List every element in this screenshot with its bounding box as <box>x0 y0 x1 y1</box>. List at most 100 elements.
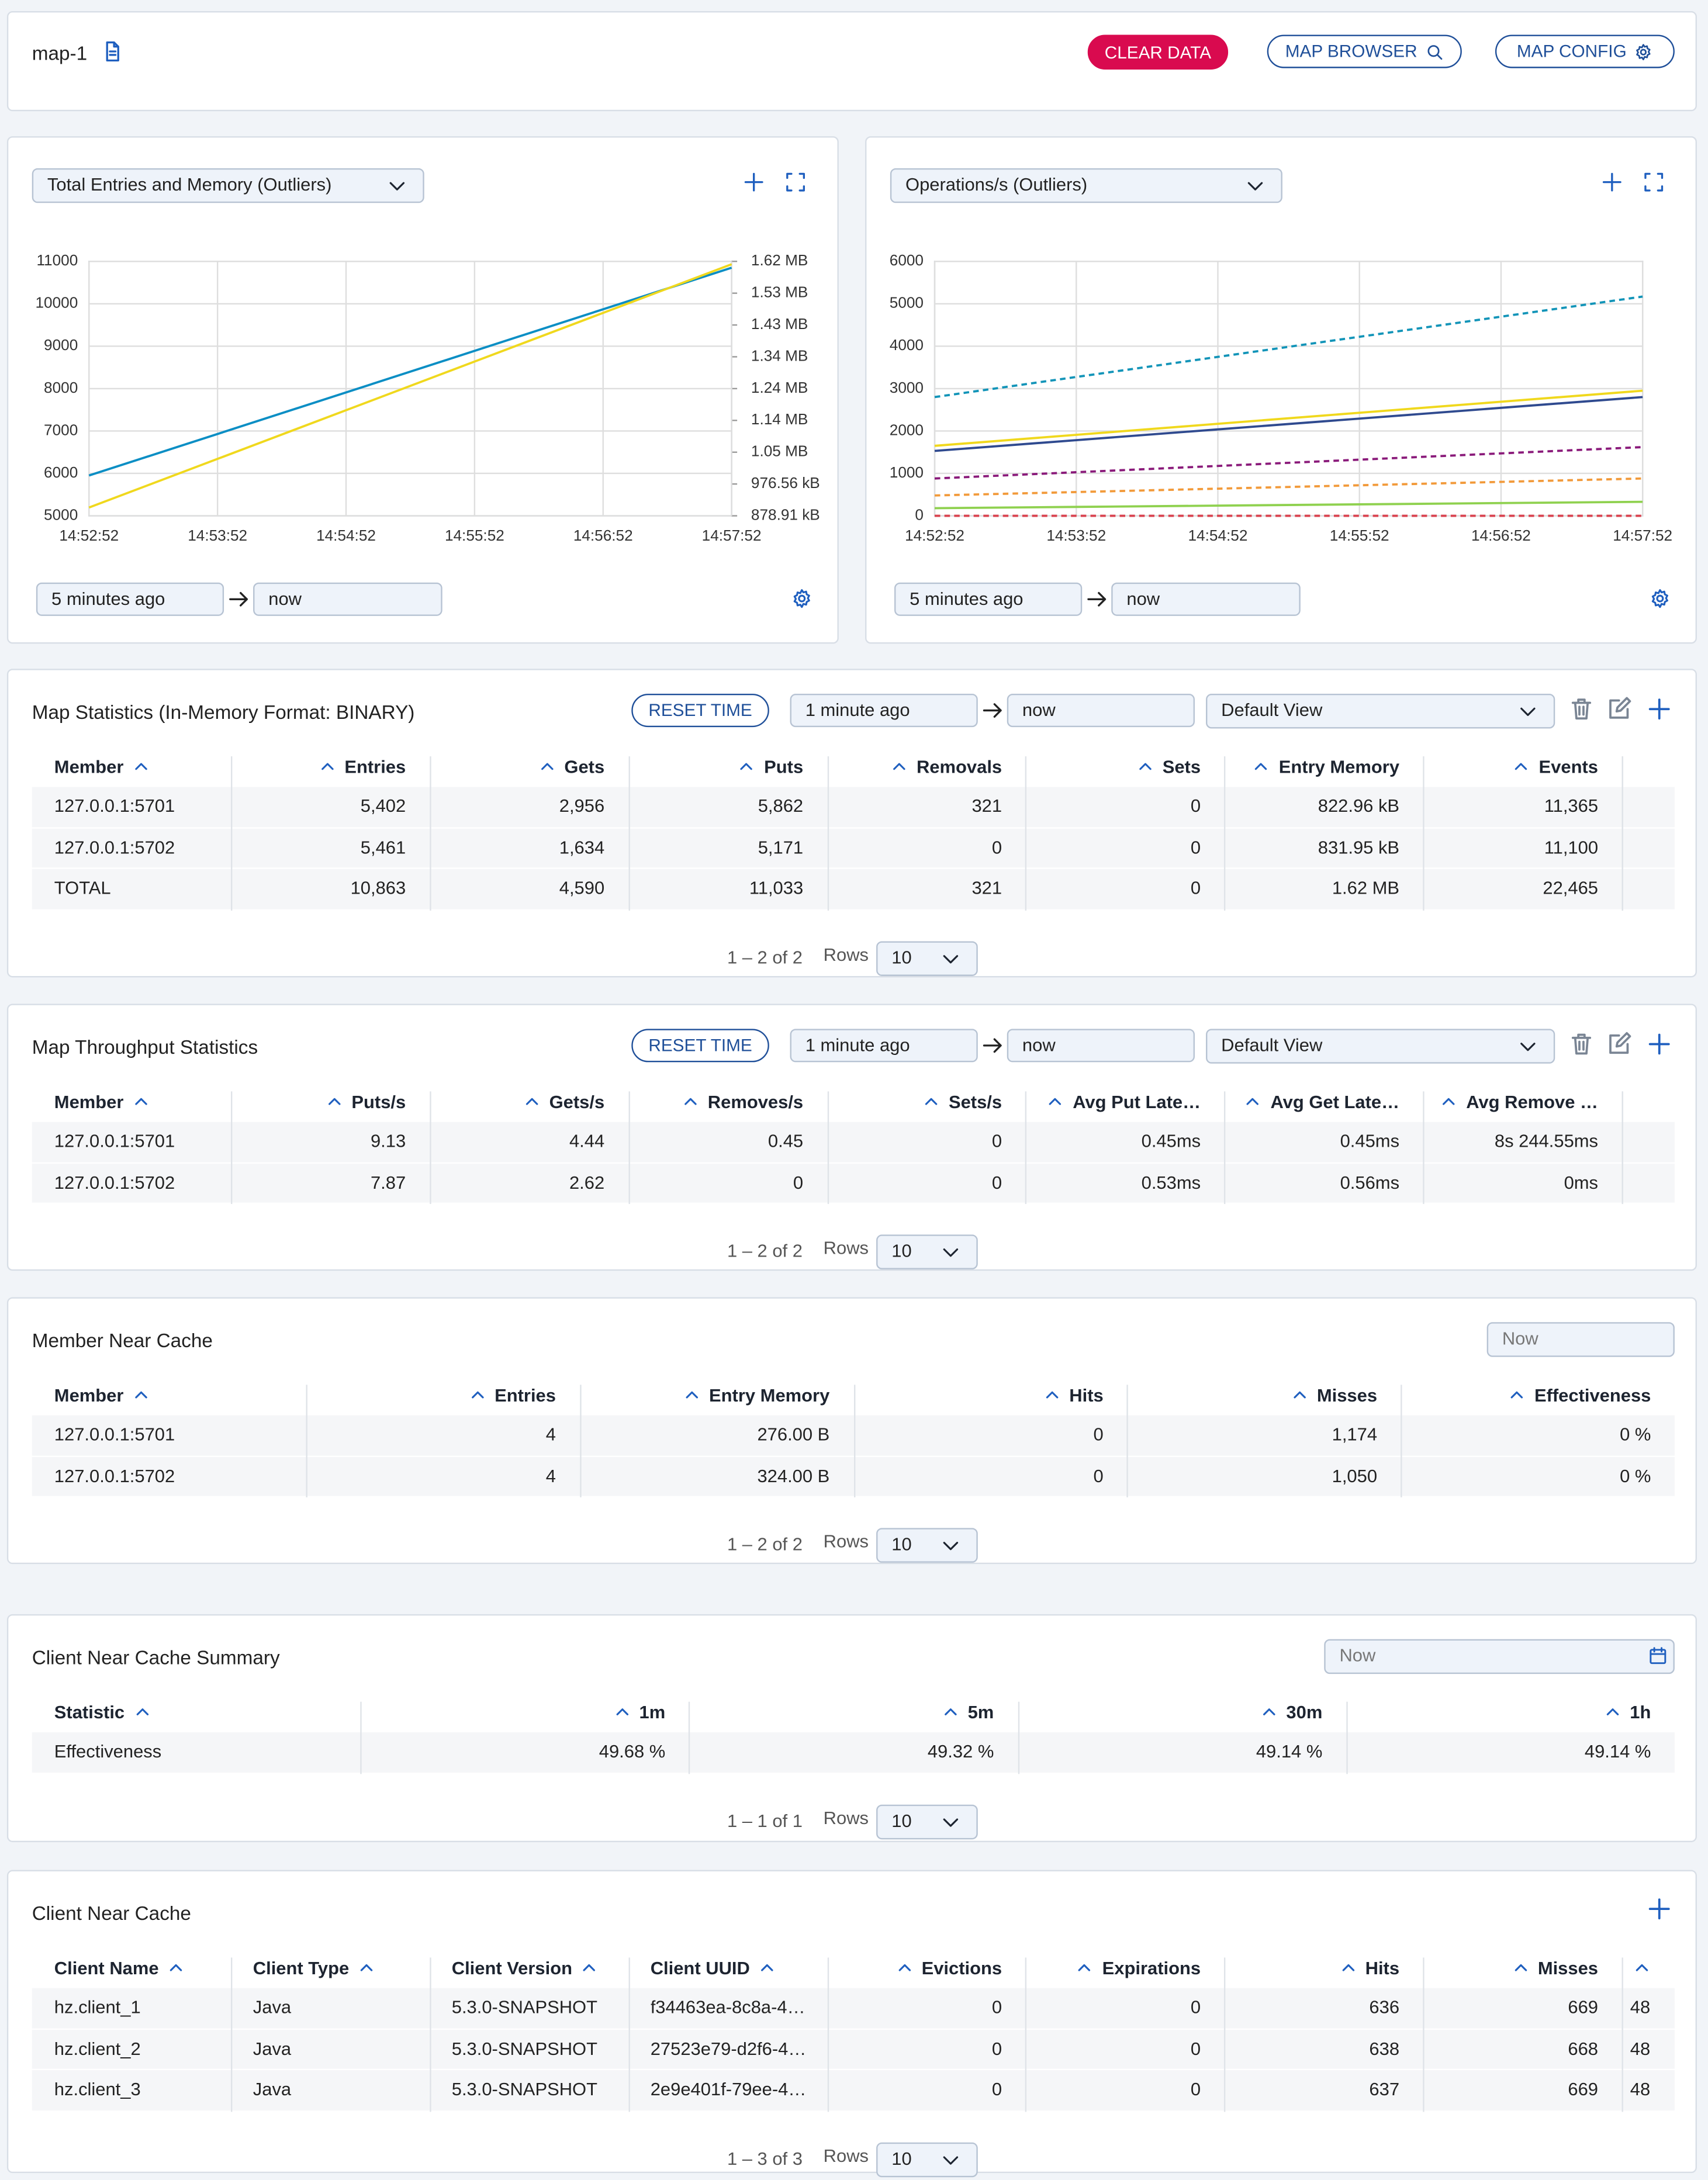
column-header[interactable]: Expirations <box>1034 1950 1201 1984</box>
page-size-select[interactable]: 10 <box>876 1528 978 1563</box>
sort-icon <box>170 1963 182 1971</box>
fullscreen-icon[interactable] <box>1643 171 1665 193</box>
view-select[interactable]: Default View <box>1206 694 1555 729</box>
reset-time-button-label: RESET TIME <box>648 700 752 721</box>
column-header[interactable]: Client UUID <box>651 1950 819 1984</box>
add-chart-icon[interactable] <box>1601 171 1623 193</box>
map-name: map-1 <box>32 41 88 64</box>
column-header[interactable]: Puts/s <box>239 1084 406 1117</box>
column-header[interactable]: 1h <box>1354 1695 1651 1728</box>
column-header[interactable]: Member <box>54 1084 223 1117</box>
table-panel: Map Throughput Statistics RESET TIME 1 min… <box>6 1004 1697 1271</box>
column-header[interactable]: Sets <box>1034 749 1201 783</box>
column-header[interactable]: Entries <box>314 1378 556 1411</box>
table-cell: 2.62 <box>569 1171 605 1192</box>
y2-tick-label: 1.53 MB <box>751 283 808 301</box>
table-cell: 831.95 kB <box>1318 836 1400 857</box>
table-cell: 127.0.0.1:5702 <box>54 1465 175 1486</box>
chart-metric-select[interactable]: Total Entries and Memory (Outliers) <box>32 168 424 203</box>
time-from-input[interactable]: 5 minutes ago <box>36 582 224 616</box>
column-header[interactable]: Hits <box>862 1378 1104 1411</box>
column-header[interactable]: Entries <box>239 749 406 783</box>
table-cell: 0.53ms <box>1141 1171 1201 1192</box>
chart-settings-icon[interactable] <box>791 588 812 609</box>
time-to-input[interactable]: now <box>253 582 442 616</box>
column-header[interactable]: Misses <box>1432 1950 1598 1984</box>
reset-time-button[interactable]: RESET TIME <box>631 1029 769 1063</box>
time-from-input[interactable]: 5 minutes ago <box>894 582 1083 616</box>
page-size-select[interactable]: 10 <box>876 1804 978 1839</box>
column-label: Avg Get Late… <box>1270 1091 1400 1112</box>
view-select[interactable]: Default View <box>1206 1029 1555 1064</box>
sort-icon <box>761 1963 773 1971</box>
delete-view-icon[interactable] <box>1569 697 1594 722</box>
fullscreen-icon[interactable] <box>784 171 807 193</box>
add-column-icon[interactable] <box>1647 1897 1672 1922</box>
table-cell: 49.32 % <box>927 1740 994 1762</box>
page-size-select[interactable]: 10 <box>876 940 978 975</box>
column-header[interactable]: Sets/s <box>835 1084 1002 1117</box>
map-browser-button[interactable]: MAP BROWSER <box>1267 34 1462 68</box>
column-separator <box>827 1091 828 1205</box>
column-header[interactable]: Evictions <box>835 1950 1002 1984</box>
column-header[interactable]: Effectiveness <box>1409 1378 1651 1411</box>
column-header[interactable]: 30m <box>1026 1695 1322 1728</box>
column-header[interactable]: Hits <box>1233 1950 1399 1984</box>
range-arrow <box>983 703 1002 718</box>
sort-icon <box>134 1097 147 1105</box>
column-header[interactable]: Puts <box>637 749 803 783</box>
column-header[interactable]: Avg Put Late… <box>1034 1084 1201 1117</box>
page-size-select[interactable]: 10 <box>876 1234 978 1269</box>
column-header[interactable]: Member <box>54 1378 298 1411</box>
column-header[interactable]: Statistic <box>54 1695 352 1728</box>
column-separator <box>1346 1701 1348 1774</box>
table-cell: 0 <box>991 2078 1002 2100</box>
table-cell: 0 <box>1190 795 1201 816</box>
column-header[interactable]: Client Name <box>54 1950 223 1984</box>
column-header[interactable]: Avg Get Late… <box>1233 1084 1399 1117</box>
column-header[interactable]: Member <box>54 749 223 783</box>
table-title: Client Near Cache Summary <box>32 1646 280 1669</box>
column-header[interactable]: Avg Remove … <box>1432 1084 1598 1117</box>
table-cell: 0 <box>1190 836 1201 857</box>
rows-label: Rows <box>823 943 869 964</box>
reset-time-button[interactable]: RESET TIME <box>631 694 769 728</box>
page-size-select[interactable]: 10 <box>876 2141 978 2177</box>
add-view-icon[interactable] <box>1647 1032 1672 1057</box>
chart-settings-icon[interactable] <box>1650 588 1671 609</box>
time-to-input[interactable]: now <box>1007 1029 1195 1063</box>
column-header[interactable]: Entry Memory <box>588 1378 829 1411</box>
column-header[interactable]: 1m <box>369 1695 665 1728</box>
chart-metric-select[interactable]: Operations/s (Outliers) <box>890 168 1282 203</box>
series-line <box>934 389 1643 447</box>
column-header[interactable]: Misses <box>1135 1378 1377 1411</box>
column-header[interactable]: Removes/s <box>637 1084 803 1117</box>
sort-icon <box>1263 1707 1275 1715</box>
column-header[interactable]: Entry Memory <box>1233 749 1399 783</box>
column-header[interactable]: Client Type <box>253 1950 421 1984</box>
column-header[interactable]: Gets/s <box>438 1084 604 1117</box>
column-header[interactable]: Client Version <box>452 1950 620 1984</box>
column-header[interactable] <box>1630 1950 1651 1984</box>
table-cell: 48. <box>1630 1996 1651 2018</box>
add-chart-icon[interactable] <box>743 171 765 193</box>
column-header[interactable]: Removals <box>835 749 1002 783</box>
column-label: Member <box>54 1091 124 1112</box>
column-header[interactable]: 5m <box>697 1695 994 1728</box>
clear-data-button[interactable]: CLEAR DATA <box>1087 34 1229 70</box>
time-input[interactable]: Now <box>1486 1322 1675 1357</box>
column-header[interactable]: Gets <box>438 749 604 783</box>
time-from-input[interactable]: 1 minute ago <box>790 1029 978 1063</box>
edit-view-icon[interactable] <box>1606 1032 1631 1057</box>
edit-view-icon[interactable] <box>1606 697 1631 722</box>
map-config-button[interactable]: MAP CONFIG <box>1495 34 1675 68</box>
time-input[interactable]: Now <box>1324 1639 1675 1674</box>
time-to-input[interactable]: now <box>1111 582 1301 616</box>
table-cell: Java <box>253 2078 292 2100</box>
time-from-input[interactable]: 1 minute ago <box>790 694 978 728</box>
delete-view-icon[interactable] <box>1569 1032 1594 1057</box>
time-to-input[interactable]: now <box>1007 694 1195 728</box>
add-view-icon[interactable] <box>1647 697 1672 722</box>
column-header[interactable]: Events <box>1432 749 1598 783</box>
